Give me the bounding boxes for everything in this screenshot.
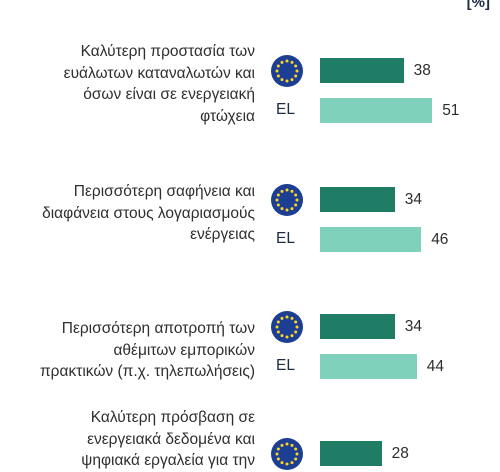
category-label-line: αθέμιτων εμπορικών bbox=[113, 341, 255, 359]
category-label-line: Καλύτερη πρόσβαση σε bbox=[90, 409, 255, 426]
bar-eu bbox=[320, 187, 395, 212]
category-label-line: Καλύτερη προστασία των bbox=[80, 43, 255, 60]
category-label: Καλύτερη προστασία των ευάλωτων καταναλωτ… bbox=[20, 41, 255, 127]
data-label: 51 bbox=[442, 102, 460, 119]
category-label: Περισσότερη σαφήνεια και διαφάνεια στους … bbox=[20, 181, 255, 246]
region-label-el: EL bbox=[276, 357, 295, 374]
category-label-line: διαφάνεια στους λογαριασμούς bbox=[42, 204, 255, 222]
region-label-el: EL bbox=[276, 230, 295, 247]
data-label: 44 bbox=[426, 358, 445, 375]
category-label-line: Περισσότερη σαφήνεια και bbox=[73, 183, 255, 200]
category-label-line: ενέργειας bbox=[190, 226, 255, 243]
data-label: 46 bbox=[431, 231, 449, 248]
category-label-line: ευάλωτων καταναλωτών και bbox=[63, 64, 255, 82]
data-label: 38 bbox=[413, 62, 431, 79]
bar-el bbox=[320, 98, 433, 123]
bar-eu bbox=[320, 441, 382, 466]
bar-el bbox=[320, 354, 417, 379]
region-label-el: EL bbox=[276, 101, 295, 118]
category-label: Περισσότερη αποτροπή των αθέμιτων εμπορικ… bbox=[20, 318, 255, 383]
unit-label: [%] bbox=[466, 0, 490, 11]
category-label-line: όσων είναι σε ενεργειακή bbox=[83, 86, 255, 103]
eu-flag-icon bbox=[271, 55, 303, 87]
category-label-line: Περισσότερη αποτροπή των bbox=[61, 320, 255, 337]
category-label-line: ψηφιακά εργαλεία για την bbox=[81, 452, 255, 469]
category-label-line: ενεργειακά δεδομένα και bbox=[87, 430, 255, 448]
eu-flag-icon bbox=[271, 311, 303, 343]
category-label-line: πρακτικών (π.χ. τηλεπωλήσεις) bbox=[39, 363, 255, 380]
data-label: 34 bbox=[404, 318, 423, 335]
bar-eu bbox=[320, 58, 404, 83]
bar-eu bbox=[320, 314, 395, 339]
bar-el bbox=[320, 227, 422, 252]
data-label: 28 bbox=[391, 445, 409, 462]
category-label-line: φτώχεια bbox=[200, 107, 255, 125]
data-label: 34 bbox=[404, 191, 423, 208]
category-label: Καλύτερη πρόσβαση σε ενεργειακά δεδομένα … bbox=[20, 407, 255, 472]
eu-flag-icon bbox=[271, 438, 303, 470]
eu-flag-icon bbox=[271, 184, 303, 216]
